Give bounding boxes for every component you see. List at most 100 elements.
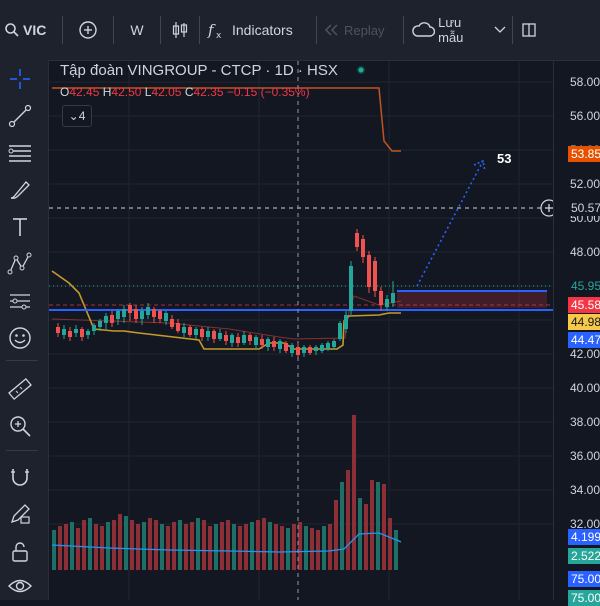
volume-bar [328, 524, 332, 570]
replay-label: Replay [344, 22, 385, 38]
low-key: L [144, 85, 152, 99]
indicators-collapse-button[interactable]: ⌄4 [62, 105, 92, 127]
lock-drawing-icon[interactable] [6, 500, 34, 528]
candle-body [194, 329, 198, 335]
volume-bar [52, 530, 56, 570]
price-tick-label: 42.00 [570, 347, 600, 361]
layout-button[interactable] [519, 6, 539, 54]
divider [160, 16, 161, 44]
emoji-icon[interactable] [6, 324, 34, 352]
candles-icon [172, 22, 188, 38]
target-label: 53 [497, 151, 511, 166]
zoom-icon[interactable] [6, 412, 34, 440]
volume-bar [376, 482, 380, 570]
compare-add-button[interactable] [69, 6, 107, 54]
forecast-icon[interactable] [6, 287, 34, 315]
indicators-count: 4 [78, 109, 86, 123]
volume-bar [220, 522, 224, 570]
ruler-icon[interactable] [6, 375, 34, 403]
candle-body [158, 311, 162, 319]
volume-bar [274, 524, 278, 570]
volume-bar [262, 518, 266, 570]
candle-body [86, 331, 90, 335]
divider [113, 16, 114, 44]
price-tick-label: 34.00 [570, 483, 600, 497]
volume-bar [130, 520, 134, 570]
add-alert-button[interactable] [540, 199, 553, 217]
price-tag: 45.95 [568, 278, 600, 294]
candle-body [134, 309, 138, 319]
save-template-button[interactable]: Lưu mẫu [410, 6, 506, 54]
volume-bar [202, 520, 206, 570]
volume-bar [178, 520, 182, 570]
volume-bar [388, 518, 392, 570]
volume-bar [112, 520, 116, 570]
magnet-icon[interactable] [6, 463, 34, 491]
chart-grid [49, 61, 553, 600]
divider [403, 16, 404, 44]
candle-body [266, 339, 270, 347]
chart-type-button[interactable] [167, 6, 193, 54]
volume-bar [298, 522, 302, 570]
top-tabs-strip [0, 0, 600, 5]
candle-body [248, 335, 252, 341]
volume-bar [322, 526, 326, 570]
symbol-search[interactable]: VIC [0, 6, 56, 54]
candle-body [176, 323, 180, 331]
volume-bar [346, 470, 350, 570]
candle-body [236, 337, 240, 343]
interval-button[interactable]: W [130, 22, 144, 38]
divider [62, 16, 63, 44]
candle-body [338, 323, 342, 339]
divider [6, 450, 38, 451]
candle-body [80, 329, 84, 337]
open-value: 42.45 [69, 85, 100, 99]
divider [199, 16, 200, 44]
volume-bar [310, 528, 314, 570]
projection-arrow [416, 160, 484, 287]
candle-body [128, 305, 132, 313]
fib-icon[interactable] [6, 139, 34, 167]
indicator-line-dark-red [51, 295, 402, 340]
svg-text:f: f [207, 21, 216, 39]
replay-button[interactable]: Replay [323, 6, 397, 54]
candle-body [290, 345, 294, 353]
arrow-head [473, 159, 486, 172]
candle-body [326, 343, 330, 349]
brush-icon[interactable] [6, 176, 34, 204]
candle-body [92, 325, 96, 331]
volume-bar [226, 520, 230, 570]
candle-body [218, 333, 222, 339]
grid-icon [522, 23, 536, 37]
save-template-label: Lưu mẫu [438, 15, 464, 45]
volume-bar [166, 526, 170, 570]
candle-body [373, 261, 377, 291]
price-tick-label: 40.00 [570, 381, 600, 395]
chart-pane[interactable]: 53 [49, 61, 553, 600]
candle-body [379, 291, 383, 305]
lock-icon[interactable] [6, 538, 34, 566]
price-scale[interactable]: 58.0056.0054.0052.0050.0048.0046.0044.00… [553, 61, 600, 606]
volume-bar [364, 504, 368, 570]
volume-bar [154, 520, 158, 570]
candle-body [355, 233, 359, 247]
market-status-icon [357, 66, 365, 74]
candle-body [344, 315, 348, 329]
price-tick-label: 38.00 [570, 415, 600, 429]
candle-body [122, 309, 126, 317]
text-icon[interactable] [6, 213, 34, 241]
volume-bar [76, 528, 80, 570]
volume-bar [190, 522, 194, 570]
svg-text:x: x [216, 31, 222, 41]
high-key: H [102, 85, 112, 99]
crosshair-icon[interactable] [6, 65, 34, 93]
candle-body [200, 329, 204, 337]
candle-body [212, 331, 216, 339]
eye-icon[interactable] [6, 572, 34, 600]
pattern-icon[interactable] [6, 250, 34, 278]
trendline-icon[interactable] [6, 102, 34, 130]
candle-body [182, 327, 186, 333]
